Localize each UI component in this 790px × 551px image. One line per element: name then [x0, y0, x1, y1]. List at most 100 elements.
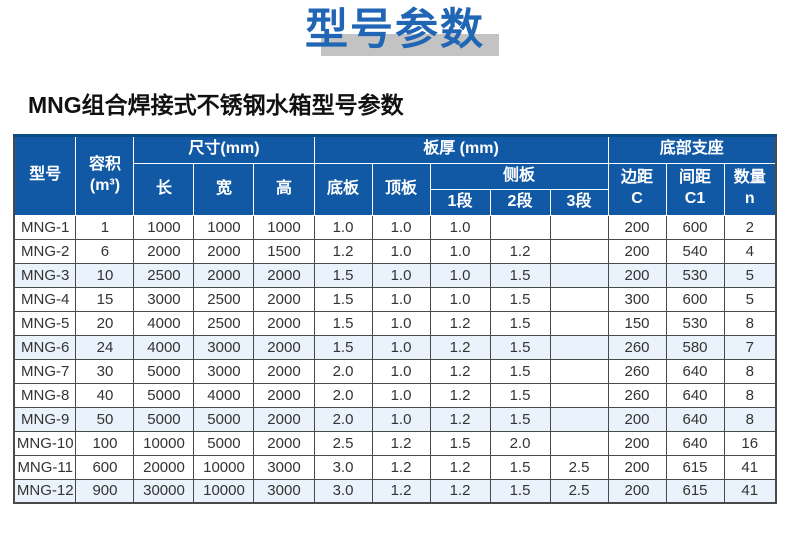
cell-spacing_c1: 530: [665, 262, 725, 288]
cell-length: 4000: [133, 334, 195, 360]
cell-top_plate: 1.0: [371, 358, 431, 384]
cell-seg1: 1.0: [429, 238, 491, 264]
cell-seg2: 1.5: [489, 382, 551, 408]
cell-seg1: 1.2: [429, 382, 491, 408]
cell-spacing_c1: 530: [665, 310, 725, 336]
cell-seg3: [549, 334, 609, 360]
cell-seg3: [549, 430, 609, 456]
cell-volume: 6: [75, 238, 135, 264]
cell-top_plate: 1.0: [371, 238, 431, 264]
cell-volume: 20: [75, 310, 135, 336]
cell-qty: 5: [723, 286, 777, 312]
cell-volume: 50: [75, 406, 135, 432]
cell-model: MNG-8: [13, 382, 77, 408]
spec-table: 型号 容积 (m³) 尺寸(mm) 板厚 (mm) 底部支座 长 宽 高 底板 …: [12, 133, 778, 505]
header-thickness: 板厚 (mm): [313, 133, 609, 164]
cell-seg2: [489, 214, 551, 240]
cell-height: 3000: [253, 454, 315, 480]
cell-edge_c: 300: [607, 286, 667, 312]
cell-model: MNG-2: [13, 238, 77, 264]
cell-seg3: 2.5: [549, 454, 609, 480]
cell-top_plate: 1.0: [371, 310, 431, 336]
table-row: MNG-8 40 5000 4000 2000 2.0 1.0 1.2 1.5 260 640 8: [13, 382, 777, 408]
cell-seg2: 1.5: [489, 286, 551, 312]
cell-seg1: 1.0: [429, 286, 491, 312]
cell-edge_c: 200: [607, 406, 667, 432]
cell-top_plate: 1.0: [371, 382, 431, 408]
table-row: MNG-6 24 4000 3000 2000 1.5 1.0 1.2 1.5 260 580 7: [13, 334, 777, 360]
cell-seg3: [549, 262, 609, 288]
cell-spacing_c1: 640: [665, 358, 725, 384]
cell-model: MNG-12: [13, 478, 77, 504]
cell-width: 10000: [193, 478, 255, 504]
header-seg2: 2段: [489, 188, 551, 216]
cell-qty: 5: [723, 262, 777, 288]
cell-seg3: [549, 382, 609, 408]
header-seg1: 1段: [429, 188, 491, 216]
table-row: MNG-10 100 10000 5000 2000 2.5 1.2 1.5 2.0 200 640…: [13, 430, 777, 456]
cell-length: 2000: [133, 238, 195, 264]
header-height: 高: [253, 162, 315, 216]
cell-edge_c: 150: [607, 310, 667, 336]
cell-seg1: 1.2: [429, 334, 491, 360]
cell-edge_c: 260: [607, 334, 667, 360]
cell-bottom_plate: 1.5: [313, 286, 373, 312]
header-spacing-label: 间距: [678, 169, 711, 187]
cell-top_plate: 1.2: [371, 430, 431, 456]
cell-qty: 7: [723, 334, 777, 360]
table-row: MNG-5 20 4000 2500 2000 1.5 1.0 1.2 1.5 150 530 8: [13, 310, 777, 336]
cell-edge_c: 260: [607, 382, 667, 408]
cell-height: 2000: [253, 286, 315, 312]
header-model: 型号: [13, 133, 77, 216]
header-quantity-symbol: n: [744, 190, 755, 208]
section-subtitle: MNG组合焊接式不锈钢水箱型号参数: [28, 92, 404, 119]
cell-spacing_c1: 640: [665, 382, 725, 408]
header-dimensions: 尺寸(mm): [133, 133, 315, 164]
cell-width: 2000: [193, 262, 255, 288]
cell-bottom_plate: 1.5: [313, 334, 373, 360]
cell-qty: 2: [723, 214, 777, 240]
cell-top_plate: 1.0: [371, 286, 431, 312]
header-seg3: 3段: [549, 188, 609, 216]
cell-height: 2000: [253, 334, 315, 360]
header-spacing-c1: 间距 C1: [665, 162, 725, 216]
cell-spacing_c1: 615: [665, 454, 725, 480]
cell-seg2: 1.5: [489, 454, 551, 480]
cell-width: 2500: [193, 286, 255, 312]
cell-bottom_plate: 3.0: [313, 478, 373, 504]
cell-bottom_plate: 2.0: [313, 406, 373, 432]
cell-spacing_c1: 600: [665, 286, 725, 312]
title-row: 型号参数: [0, 0, 790, 57]
cell-edge_c: 200: [607, 454, 667, 480]
cell-volume: 900: [75, 478, 135, 504]
table-row: MNG-1 1 1000 1000 1000 1.0 1.0 1.0 200 600 2: [13, 214, 777, 240]
cell-volume: 40: [75, 382, 135, 408]
table-row: MNG-11 600 20000 10000 3000 3.0 1.2 1.2 1.5 2.5 20…: [13, 454, 777, 480]
cell-volume: 24: [75, 334, 135, 360]
table-row: MNG-7 30 5000 3000 2000 2.0 1.0 1.2 1.5 260 640 8: [13, 358, 777, 384]
cell-edge_c: 200: [607, 238, 667, 264]
table-row: MNG-4 15 3000 2500 2000 1.5 1.0 1.0 1.5 300 600 5: [13, 286, 777, 312]
header-length: 长: [133, 162, 195, 216]
header-width: 宽: [193, 162, 255, 216]
table-row: MNG-9 50 5000 5000 2000 2.0 1.0 1.2 1.5 200 640 8: [13, 406, 777, 432]
cell-seg3: [549, 214, 609, 240]
cell-length: 5000: [133, 382, 195, 408]
cell-top_plate: 1.0: [371, 214, 431, 240]
cell-qty: 8: [723, 406, 777, 432]
cell-spacing_c1: 600: [665, 214, 725, 240]
cell-model: MNG-6: [13, 334, 77, 360]
table-row: MNG-3 10 2500 2000 2000 1.5 1.0 1.0 1.5 200 530 5: [13, 262, 777, 288]
cell-length: 1000: [133, 214, 195, 240]
cell-width: 3000: [193, 334, 255, 360]
cell-edge_c: 200: [607, 478, 667, 504]
cell-length: 30000: [133, 478, 195, 504]
cell-qty: 41: [723, 454, 777, 480]
cell-bottom_plate: 1.2: [313, 238, 373, 264]
cell-length: 20000: [133, 454, 195, 480]
cell-volume: 1: [75, 214, 135, 240]
cell-top_plate: 1.0: [371, 334, 431, 360]
cell-bottom_plate: 2.5: [313, 430, 373, 456]
cell-seg3: [549, 238, 609, 264]
